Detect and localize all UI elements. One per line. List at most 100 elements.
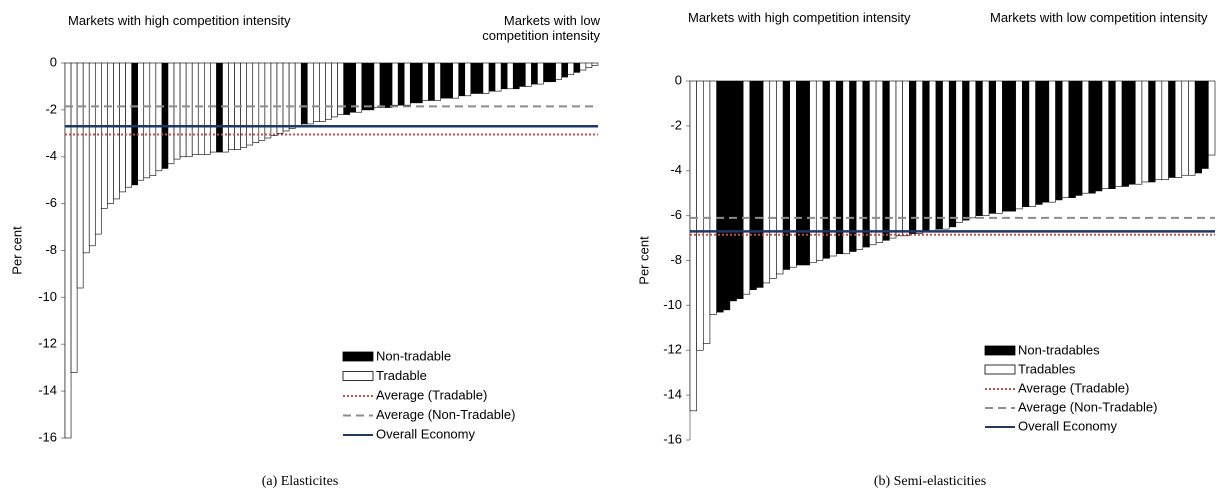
bar xyxy=(995,80,1003,214)
bar xyxy=(458,62,466,97)
legend-label: Average (Tradable) xyxy=(1018,380,1129,395)
legend-swatch xyxy=(984,345,1016,356)
bar xyxy=(968,80,977,219)
bar xyxy=(849,80,857,252)
y-tick-label: -14 xyxy=(663,387,682,402)
legend-label: Tradables xyxy=(1018,361,1076,376)
bar xyxy=(531,62,538,85)
bar xyxy=(835,80,844,255)
bar xyxy=(729,80,737,302)
bar xyxy=(1128,80,1136,185)
bar xyxy=(1115,80,1123,187)
bar xyxy=(331,62,338,118)
bar xyxy=(543,62,550,83)
bar xyxy=(470,62,478,94)
bar xyxy=(567,62,575,76)
bar xyxy=(829,80,837,257)
bar xyxy=(749,80,757,290)
bar xyxy=(294,62,302,127)
legend-swatch xyxy=(342,351,374,362)
bar xyxy=(975,80,983,216)
bar xyxy=(228,62,235,151)
legend-label: Non-tradables xyxy=(1018,342,1100,357)
bar xyxy=(276,62,284,134)
bar xyxy=(397,62,405,106)
y-tick-label: -12 xyxy=(38,336,57,351)
bar xyxy=(64,62,72,439)
bar xyxy=(1194,80,1203,174)
bar xyxy=(1055,80,1063,201)
y-tick-label: -4 xyxy=(670,162,682,177)
bar xyxy=(476,62,484,94)
bar xyxy=(962,80,970,221)
bar xyxy=(82,62,90,254)
bar xyxy=(1008,80,1016,212)
bar xyxy=(167,62,175,165)
bar xyxy=(1081,80,1090,194)
bar xyxy=(922,80,930,232)
bar xyxy=(1095,80,1103,192)
legend-label: Average (Non-Tradable) xyxy=(376,407,515,422)
bar xyxy=(756,80,764,288)
bar xyxy=(191,62,199,155)
bar xyxy=(1121,80,1129,187)
bar xyxy=(500,62,508,90)
bar xyxy=(101,62,108,209)
bar xyxy=(1201,80,1209,169)
bar xyxy=(1088,80,1096,194)
bar xyxy=(815,80,824,261)
bar xyxy=(464,62,472,97)
y-tick-label: -2 xyxy=(45,101,57,116)
bar xyxy=(591,62,599,66)
bar xyxy=(373,62,381,108)
bar xyxy=(319,62,326,122)
y-tick-label: -10 xyxy=(663,297,682,312)
y-tick-label: -6 xyxy=(45,195,57,210)
bar xyxy=(909,80,917,234)
bar xyxy=(409,62,417,104)
bar xyxy=(1168,80,1176,178)
bar xyxy=(869,80,877,246)
bar xyxy=(1068,80,1076,198)
bar xyxy=(585,62,593,68)
legend-label: Average (Tradable) xyxy=(376,387,487,402)
bar xyxy=(988,80,996,214)
bar xyxy=(422,62,429,101)
bar xyxy=(702,80,711,344)
bar xyxy=(222,62,229,153)
bar xyxy=(137,62,145,181)
legend-label: Overall Economy xyxy=(376,426,475,441)
y-tick-label: -16 xyxy=(38,429,57,444)
bar xyxy=(1108,80,1116,189)
bar xyxy=(1181,80,1189,176)
bar xyxy=(579,62,587,71)
bar xyxy=(282,62,290,132)
bar xyxy=(802,80,810,266)
bar xyxy=(935,80,943,230)
bar xyxy=(1174,80,1183,178)
bar xyxy=(428,62,435,101)
bar xyxy=(862,80,870,248)
bar xyxy=(855,80,864,250)
bar xyxy=(742,80,751,295)
bar xyxy=(482,62,490,94)
bar xyxy=(107,62,114,204)
bar xyxy=(1161,80,1169,181)
bar xyxy=(161,62,169,169)
y-tick-label: 0 xyxy=(675,72,682,87)
chart-caption: (b) Semi-elasticities xyxy=(874,474,986,489)
legend-label: Tradable xyxy=(376,368,427,383)
bar xyxy=(155,62,163,172)
y-tick-label: 0 xyxy=(50,54,57,69)
bar xyxy=(88,62,96,247)
bar xyxy=(94,62,102,235)
bar xyxy=(355,62,363,113)
bar xyxy=(306,62,314,125)
chart-caption: (a) Elasticites xyxy=(262,474,339,489)
bar xyxy=(210,62,217,153)
y-tick-label: -2 xyxy=(670,117,682,132)
legend-label: Non-tradable xyxy=(376,348,451,363)
bar xyxy=(512,62,520,90)
bar xyxy=(185,62,193,158)
bar xyxy=(1101,80,1109,189)
